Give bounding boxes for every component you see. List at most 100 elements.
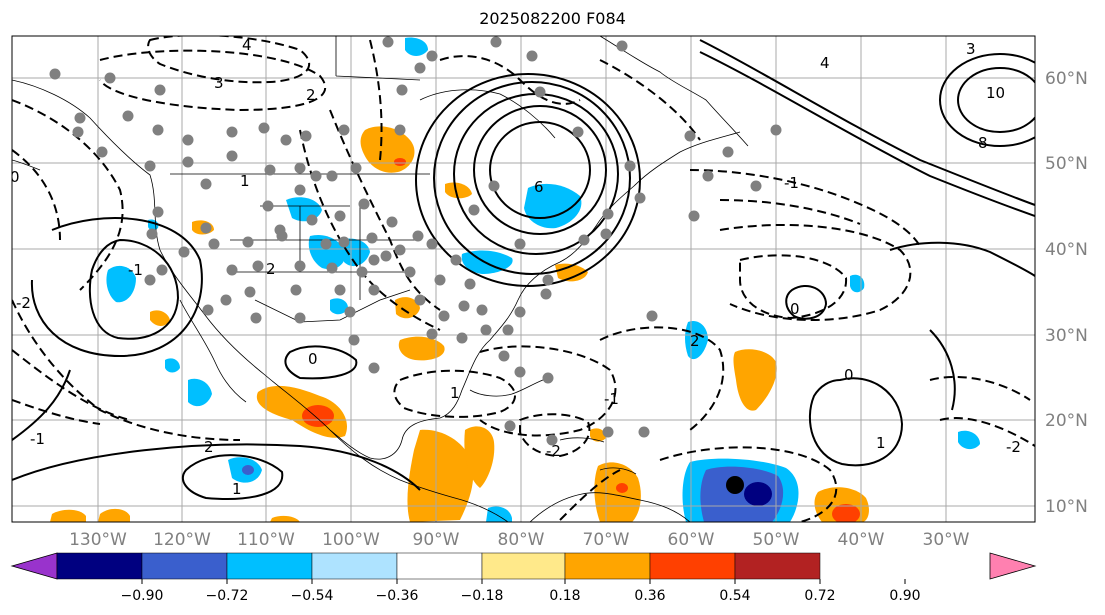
station-dot (244, 286, 256, 298)
station-dot (602, 426, 614, 438)
contour-label: 1 (240, 172, 250, 190)
station-dot (262, 200, 274, 212)
station-dot (504, 420, 516, 432)
colorbar-segment (649, 552, 736, 580)
station-dot (684, 130, 696, 142)
station-dot (488, 180, 500, 192)
fill-region (744, 482, 772, 506)
station-dot (96, 146, 108, 158)
station-dot (368, 362, 380, 374)
colorbar-tick-label: −0.54 (291, 588, 334, 604)
colorbar-segment (734, 552, 821, 580)
colorbar-tick-label: −0.72 (206, 588, 249, 604)
fill-region (398, 336, 445, 361)
station-dot (350, 162, 362, 174)
contour-label: 3 (966, 40, 976, 58)
station-dot (646, 310, 658, 322)
fill-region (832, 504, 860, 522)
station-dot (264, 164, 276, 176)
station-dot (294, 162, 306, 174)
lon-label: 30°W (923, 530, 970, 550)
station-dot (380, 250, 392, 262)
station-dot (498, 350, 510, 362)
contour-label: 2 (204, 438, 214, 456)
colorbar-segment (226, 552, 313, 580)
station-dot (156, 264, 168, 276)
colorbar-ticks (141, 579, 906, 584)
contour-label: -1 (604, 390, 619, 408)
contour-label: 6 (534, 178, 544, 196)
lon-label: 130°W (69, 530, 127, 550)
station-dot (258, 122, 270, 134)
station-dot (306, 214, 318, 226)
lon-label: 40°W (838, 530, 885, 550)
station-dot (144, 160, 156, 172)
station-dot (290, 284, 302, 296)
station-dot (200, 222, 212, 234)
station-dot (208, 238, 220, 250)
station-dot (182, 134, 194, 146)
station-dot (49, 68, 61, 80)
station-dot (438, 310, 450, 322)
lat-label: 30°N (1045, 326, 1088, 346)
fill-region (270, 515, 300, 522)
colorbar-tick-label: 0.90 (889, 588, 920, 604)
lat-label: 10°N (1045, 497, 1088, 517)
station-dot (476, 304, 488, 316)
station-dot (414, 294, 426, 306)
station-dot (542, 372, 554, 384)
station-dot (294, 260, 306, 272)
station-dot (546, 434, 558, 446)
fill-region (98, 508, 130, 522)
station-dot (396, 84, 408, 96)
station-dot (104, 72, 116, 84)
contour-label: -2 (1006, 438, 1021, 456)
contour-label: 0 (308, 350, 318, 368)
station-dot (356, 266, 368, 278)
dashed-contours (12, 36, 1035, 522)
fill-region (733, 349, 777, 411)
fill-region (302, 405, 334, 427)
contour-label: -1 (784, 174, 799, 192)
station-dot (434, 274, 446, 286)
lat-label: 40°N (1045, 240, 1088, 260)
fill-region (395, 297, 420, 319)
lon-label: 110°W (237, 530, 295, 550)
fill-region (106, 265, 136, 303)
solid-contours (12, 39, 1035, 500)
station-dot (226, 264, 238, 276)
lat-label: 60°N (1045, 69, 1088, 89)
station-dot (770, 124, 782, 136)
station-dot (326, 262, 338, 274)
station-dot (338, 124, 350, 136)
station-dot (334, 284, 346, 296)
contour-label: 2 (306, 86, 316, 104)
station-dot (326, 170, 338, 182)
lon-label: 70°W (583, 530, 630, 550)
colorbar-tick-label: −0.18 (461, 588, 504, 604)
station-dot (320, 238, 332, 250)
station-dot (274, 224, 286, 236)
station-dot (250, 312, 262, 324)
contour-label: 10 (986, 84, 1005, 102)
fill-region (616, 483, 628, 493)
contour-label: 1 (876, 434, 886, 452)
station-dot (426, 328, 438, 340)
contour-label: 4 (820, 54, 830, 72)
colorbar-tick-label: 0.18 (549, 588, 580, 604)
fill-region (150, 310, 170, 326)
station-dot (202, 304, 214, 316)
fill-region (445, 182, 472, 199)
graticule (12, 36, 1035, 522)
station-dot (242, 236, 254, 248)
fill-region (486, 506, 512, 522)
fill-region (330, 298, 348, 315)
colorbar-segment (481, 552, 566, 580)
station-dot (702, 170, 714, 182)
station-dot (450, 254, 462, 266)
station-dot (490, 36, 502, 48)
station-dot (540, 288, 552, 300)
station-dot (616, 40, 628, 52)
station-dot (358, 198, 370, 210)
colorbar-tick-label: 0.36 (634, 588, 665, 604)
